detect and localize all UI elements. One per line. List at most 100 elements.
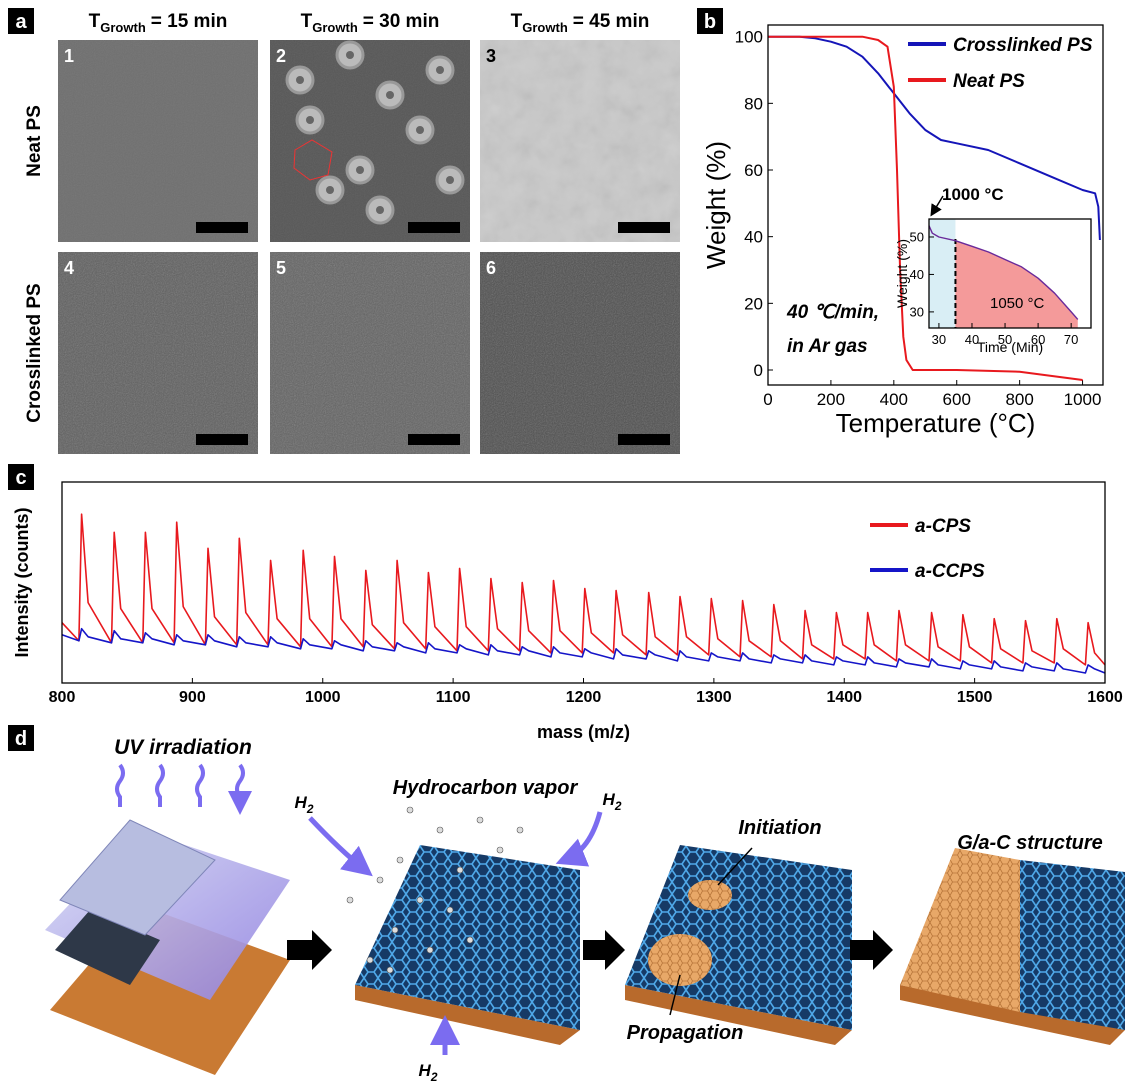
x-tick-label: 1400 xyxy=(826,689,862,706)
x-tick-label: 800 xyxy=(1005,390,1033,409)
x-tick-label: 200 xyxy=(817,390,845,409)
h2-arrow xyxy=(308,816,373,877)
header-subscript: Growth xyxy=(522,20,568,35)
grain-core xyxy=(296,76,304,84)
y-axis-label: Intensity (counts) xyxy=(12,507,32,657)
grain-core xyxy=(386,91,394,99)
label-main: H xyxy=(419,1061,432,1080)
image-number: 5 xyxy=(276,258,286,278)
label: H2 xyxy=(295,793,314,816)
pointer xyxy=(717,847,753,886)
process-arrow xyxy=(287,930,332,970)
y-tick-label: 40 xyxy=(744,228,763,247)
x-tick-label: 1300 xyxy=(696,689,732,706)
plot-frame xyxy=(928,218,1092,329)
grain-core xyxy=(356,166,364,174)
row-label: Neat PS xyxy=(24,105,45,177)
column-header: TGrowth = 15 min xyxy=(89,11,228,35)
micrograph-texture xyxy=(58,252,258,454)
process-label: UV irradiation xyxy=(114,736,252,759)
h2-arrow xyxy=(555,811,603,867)
image-number: 2 xyxy=(276,46,286,66)
annotation: in Ar gas xyxy=(787,336,868,357)
image-number: 3 xyxy=(486,46,496,66)
substrate xyxy=(625,985,852,1045)
panel-label: d xyxy=(15,728,27,750)
x-tick-label: 1000 xyxy=(305,689,341,706)
y-tick-label: 80 xyxy=(744,94,763,113)
x-tick-label: 40 xyxy=(965,332,979,347)
scale-bar xyxy=(618,434,670,445)
y-tick-label: 100 xyxy=(735,28,763,47)
grain-core xyxy=(446,176,454,184)
grain-core xyxy=(416,126,424,134)
micrograph-texture xyxy=(480,40,680,242)
panel-label: b xyxy=(704,11,716,33)
series-line xyxy=(61,627,1106,674)
grain-core xyxy=(436,66,444,74)
panel-label-box xyxy=(697,8,723,34)
header-symbol: T xyxy=(89,11,101,32)
panel-a: a TGrowth = 15 min TGrowth = 30 min TGrowth = … xyxy=(8,8,680,454)
plot-frame xyxy=(61,481,1106,684)
image-number: 4 xyxy=(64,258,74,278)
series-line xyxy=(768,35,1083,381)
y-tick-label: 30 xyxy=(910,304,924,319)
annotation: 1000 °C xyxy=(942,185,1004,204)
series-line xyxy=(768,35,1101,241)
substrate xyxy=(355,985,580,1045)
process-arrow xyxy=(850,930,893,970)
process-label: Propagation xyxy=(627,1022,744,1044)
y-axis-label: Weight (%) xyxy=(894,239,910,308)
y-tick-label: 20 xyxy=(744,294,763,313)
header-subscript: Growth xyxy=(100,20,146,35)
grain-core xyxy=(326,186,334,194)
header-subscript: Growth xyxy=(312,20,358,35)
row-label: Crosslinked PS xyxy=(24,283,45,422)
process-label: Hydrocarbon vapor xyxy=(393,777,579,799)
label-main: H xyxy=(295,793,308,812)
x-tick-label: 0 xyxy=(763,390,772,409)
grain-core xyxy=(346,51,354,59)
annotation: 40 ℃/min, xyxy=(786,302,879,323)
mesh-slab xyxy=(1020,860,1125,1030)
panel-label: a xyxy=(15,11,27,33)
x-tick-label: 1200 xyxy=(566,689,602,706)
mesh-slab xyxy=(355,845,580,1030)
annotation-arrow xyxy=(930,195,944,217)
x-tick-label: 1100 xyxy=(436,689,471,706)
x-tick-label: 1000 xyxy=(1064,390,1102,409)
panel-label-box xyxy=(8,725,34,751)
uv-arrows xyxy=(115,763,243,807)
column-header: TGrowth = 45 min xyxy=(511,11,650,35)
micrograph-texture xyxy=(58,40,258,242)
header-symbol: T xyxy=(511,11,523,32)
label-main: H xyxy=(603,790,616,809)
column-header: TGrowth = 30 min xyxy=(301,11,440,35)
y-axis-label: Weight (%) xyxy=(701,141,731,269)
grain-core xyxy=(376,206,384,214)
x-tick-label: 900 xyxy=(179,689,206,706)
image-number: 6 xyxy=(486,258,496,278)
label-subscript: 2 xyxy=(430,1070,438,1084)
shaded-region xyxy=(955,240,1078,328)
scale-bar xyxy=(196,222,248,233)
x-tick-label: 60 xyxy=(1031,332,1045,347)
header-symbol: T xyxy=(301,11,313,32)
x-tick-label: 1600 xyxy=(1087,689,1123,706)
header-text: = 30 min xyxy=(363,11,440,32)
vapor-particles xyxy=(346,806,524,974)
graphene-island xyxy=(648,934,712,986)
x-tick-label: 50 xyxy=(998,332,1012,347)
label-subscript: 2 xyxy=(614,799,622,813)
graphene-slab xyxy=(900,848,1020,1012)
series-line xyxy=(61,513,1106,666)
process-arrow xyxy=(583,930,625,970)
x-tick-label: 70 xyxy=(1064,332,1078,347)
grain-core xyxy=(306,116,314,124)
scale-bar xyxy=(408,222,460,233)
mask xyxy=(59,819,216,936)
x-tick-label: 400 xyxy=(880,390,908,409)
